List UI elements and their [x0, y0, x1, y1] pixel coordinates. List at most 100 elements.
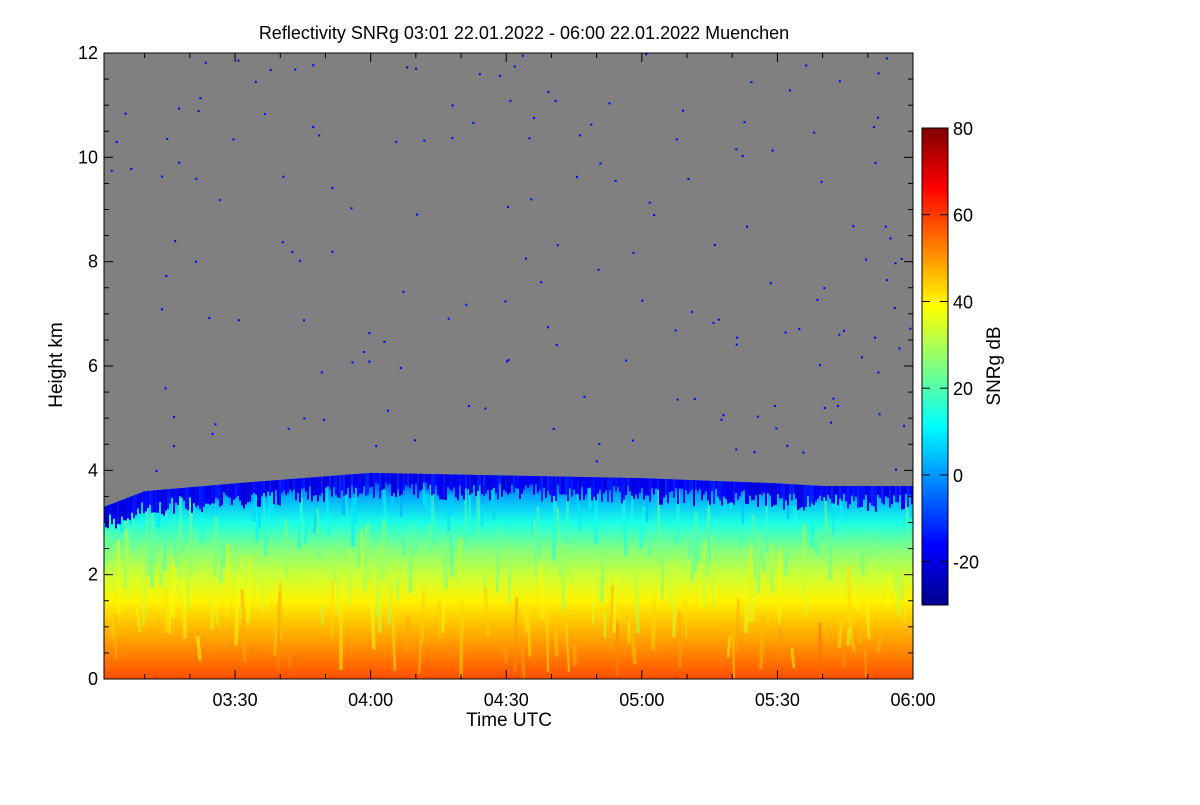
colorbar-tick-label: -20	[953, 553, 979, 573]
noise-speckle	[238, 319, 240, 321]
reflectivity-streak	[830, 520, 832, 580]
noise-speckle	[499, 75, 501, 77]
y-tick-label: 6	[88, 356, 98, 376]
x-axis-label: Time UTC	[466, 710, 552, 731]
noise-speckle	[479, 73, 481, 75]
x-tick-label: 04:30	[484, 690, 529, 710]
noise-speckle	[452, 105, 454, 107]
reflectivity-streak	[860, 625, 862, 643]
reflectivity-streak	[215, 516, 216, 577]
noise-speckle	[583, 396, 585, 398]
noise-speckle	[886, 279, 888, 281]
noise-speckle	[368, 361, 370, 363]
colorbar-tick-label: 0	[953, 466, 963, 486]
noise-speckle	[451, 137, 453, 139]
reflectivity-streak	[538, 506, 539, 559]
colorbar-tick-label: 80	[953, 119, 973, 139]
noise-speckle	[165, 387, 167, 389]
noise-speckle	[507, 206, 509, 208]
noise-speckle	[861, 356, 863, 358]
x-tick-label: 06:00	[890, 690, 935, 710]
noise-speckle	[736, 337, 738, 339]
reflectivity-streak	[180, 488, 182, 554]
noise-speckle	[395, 141, 397, 143]
noise-speckle	[547, 326, 549, 328]
reflectivity-streak	[227, 544, 228, 618]
noise-speckle	[288, 428, 290, 430]
noise-speckle	[195, 178, 197, 180]
noise-speckle	[530, 198, 532, 200]
noise-speckle	[400, 367, 402, 369]
noise-speckle	[468, 405, 470, 407]
noise-speckle	[331, 251, 333, 253]
colorbar-tick-label: 40	[953, 292, 973, 312]
y-tick-label: 2	[88, 565, 98, 585]
noise-speckle	[472, 122, 474, 124]
noise-speckle	[264, 113, 266, 115]
noise-speckle	[694, 398, 696, 400]
noise-speckle	[775, 428, 777, 430]
reflectivity-streak	[761, 616, 763, 669]
reflectivity-streak	[293, 656, 295, 678]
noise-speckle	[448, 318, 450, 320]
reflectivity-streak	[843, 650, 845, 668]
noise-speckle	[843, 330, 845, 332]
noise-speckle	[237, 60, 239, 62]
y-axis-label: Height km	[46, 322, 67, 408]
noise-speckle	[786, 445, 788, 447]
reflectivity-streak	[410, 523, 412, 594]
noise-speckle	[789, 89, 791, 91]
y-tick-label: 8	[88, 252, 98, 272]
noise-speckle	[576, 176, 578, 178]
noise-speckle	[895, 469, 897, 471]
noise-speckle	[744, 121, 746, 123]
reflectivity-streak	[221, 538, 222, 583]
noise-speckle	[873, 126, 875, 128]
noise-speckle	[270, 69, 272, 71]
noise-speckle	[415, 68, 417, 70]
noise-speckle	[299, 260, 301, 262]
noise-speckle	[877, 117, 879, 119]
noise-speckle	[312, 64, 314, 66]
y-tick-label: 0	[88, 669, 98, 689]
noise-speckle	[402, 291, 404, 293]
reflectivity-streak	[365, 523, 368, 590]
noise-speckle	[824, 407, 826, 409]
reflectivity-streak	[579, 504, 581, 530]
reflectivity-streak	[149, 531, 150, 575]
reflectivity-streak	[746, 603, 747, 633]
noise-speckle	[555, 100, 557, 102]
reflectivity-streak	[451, 516, 452, 576]
reflectivity-streak	[597, 566, 599, 600]
noise-speckle	[676, 138, 678, 140]
noise-speckle	[205, 62, 207, 64]
noise-speckle	[219, 199, 221, 201]
noise-speckle	[890, 237, 892, 239]
reflectivity-streak	[379, 591, 380, 634]
noise-speckle	[312, 126, 314, 128]
x-tick-label: 05:00	[619, 690, 664, 710]
reflectivity-streak	[430, 524, 431, 553]
noise-speckle	[375, 445, 377, 447]
noise-speckle	[837, 405, 839, 407]
noise-speckle	[116, 141, 118, 143]
noise-speckle	[233, 138, 235, 140]
noise-speckle	[540, 281, 542, 283]
reflectivity-streak	[184, 580, 185, 638]
reflectivity-streak	[867, 599, 869, 639]
reflectivity-streak	[173, 558, 175, 618]
noise-speckle	[875, 162, 877, 164]
reflectivity-streak	[515, 597, 517, 673]
y-tick-label: 12	[78, 43, 98, 63]
noise-speckle	[901, 258, 903, 260]
noise-speckle	[879, 413, 881, 415]
noise-speckle	[723, 414, 725, 416]
reflectivity-streak	[709, 498, 710, 562]
noise-speckle	[721, 419, 723, 421]
noise-speckle	[508, 359, 510, 361]
noise-speckle	[903, 425, 905, 427]
noise-speckle	[633, 252, 635, 254]
noise-speckle	[833, 398, 835, 400]
